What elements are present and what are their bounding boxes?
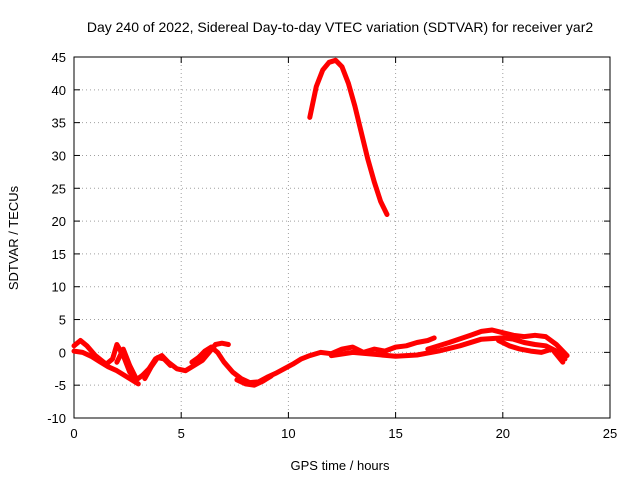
x-tick-label: 5 [178, 426, 185, 441]
series-line-sat-g [234, 373, 274, 388]
series-line-sat-j [425, 327, 570, 359]
y-tick-label: 45 [52, 50, 66, 65]
y-axis-label: SDTVAR / TECUs [6, 185, 21, 290]
y-tick-label: 15 [52, 247, 66, 262]
x-tick-label: 20 [496, 426, 510, 441]
y-tick-label: 35 [52, 116, 66, 131]
x-tick-label: 15 [388, 426, 402, 441]
series-line-sat-k [496, 338, 566, 365]
y-tick-label: -10 [47, 411, 66, 426]
series-line-sat-f [189, 335, 437, 386]
series-line-sat-e [142, 355, 173, 382]
y-tick-label: 25 [52, 181, 66, 196]
series-line-sat-c [114, 346, 139, 382]
data-series [71, 57, 570, 388]
y-tick-label: 5 [59, 313, 66, 328]
axis-ticks: 0 5 10 15 20 25 -10 -5 0 5 10 15 20 25 30 35 40 45 [47, 50, 617, 441]
x-tick-label: 25 [603, 426, 617, 441]
y-tick-label: 20 [52, 214, 66, 229]
y-tick-label: 10 [52, 280, 66, 295]
series-line-sat-i [328, 335, 568, 362]
plot-frame [73, 56, 611, 419]
y-tick-label: 30 [52, 148, 66, 163]
series-line-sat-b [71, 348, 141, 387]
x-axis-label: GPS time / hours [291, 458, 390, 473]
y-tick-label: 40 [52, 83, 66, 98]
y-tick-label: 0 [59, 345, 66, 360]
y-tick-label: -5 [54, 378, 66, 393]
x-tick-label: 0 [70, 426, 77, 441]
series-line-sat-h [307, 57, 390, 217]
x-tick-label: 10 [281, 426, 295, 441]
chart-title: Day 240 of 2022, Sidereal Day-to-day VTE… [87, 19, 593, 35]
